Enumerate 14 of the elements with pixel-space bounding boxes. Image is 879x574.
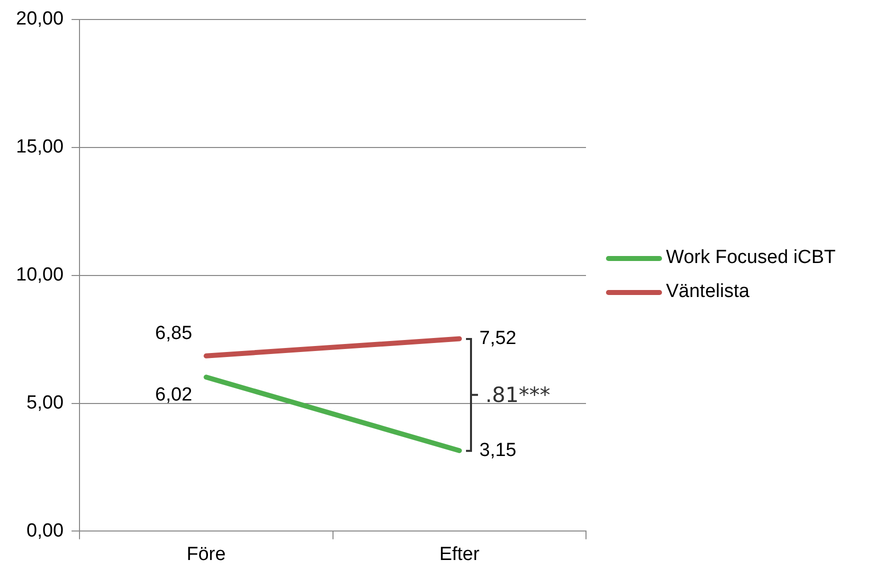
x-tick-label: Efter (439, 544, 480, 565)
data-label: 6,02 (155, 384, 192, 406)
y-tick-label: 10,00 (16, 264, 64, 286)
y-tick-label: 20,00 (16, 8, 64, 30)
x-tick-label: Före (186, 544, 226, 565)
legend-label: Work Focused iCBT (666, 247, 836, 270)
y-tick-label: 0,00 (26, 520, 64, 542)
legend-label: Väntelista (666, 281, 750, 304)
y-tick-label: 5,00 (26, 392, 64, 414)
data-label: 7,52 (479, 328, 516, 349)
data-label: 3,15 (479, 440, 516, 461)
y-tick-label: 15,00 (16, 136, 64, 158)
annotation: .81*** (485, 382, 550, 407)
data-label: 6,85 (155, 323, 192, 344)
